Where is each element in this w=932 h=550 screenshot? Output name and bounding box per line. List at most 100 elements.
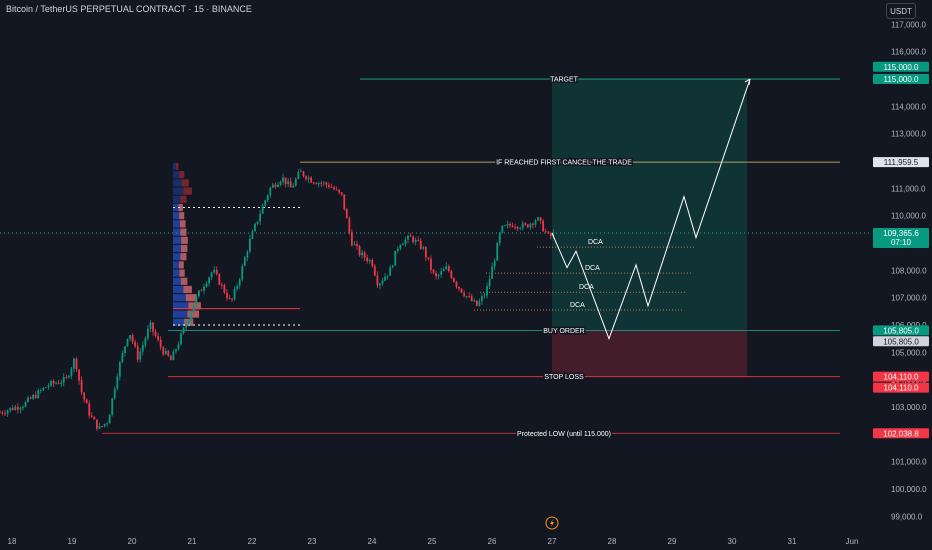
candle-body	[62, 377, 65, 383]
candle-body	[343, 194, 346, 210]
candle-body	[322, 182, 325, 184]
x-tick-label: 19	[68, 537, 77, 546]
stop-loss-2-price-tag	[873, 382, 929, 393]
candle-body	[386, 275, 389, 277]
candle-body	[340, 192, 343, 195]
candle-body	[287, 181, 290, 185]
candle-body	[52, 381, 55, 384]
candle-body	[93, 416, 96, 420]
candle-body	[460, 288, 463, 293]
dca-label: DCA	[579, 284, 594, 291]
candle-body	[124, 346, 126, 354]
volume-profile-bar-up	[173, 269, 180, 277]
y-tick-label: 117,000.0	[891, 20, 927, 29]
profit-zone	[552, 79, 747, 331]
volume-profile-bar-up	[173, 302, 189, 310]
lightning-icon[interactable]	[545, 516, 559, 530]
candle-body	[333, 187, 335, 190]
candle-body	[348, 218, 351, 233]
candle-body	[353, 244, 356, 246]
protected-low-price-tag	[873, 428, 929, 439]
candle-body	[312, 182, 315, 184]
candle-body	[453, 278, 455, 283]
candle-body	[549, 233, 552, 237]
candle-body	[284, 177, 287, 185]
candle-body	[315, 183, 318, 185]
x-tick-label: 31	[788, 537, 797, 546]
volume-profile-bar-up	[173, 228, 181, 236]
loss-zone	[552, 330, 747, 377]
candle-body	[376, 275, 379, 286]
candle-body	[394, 250, 397, 266]
candle-body	[118, 362, 121, 377]
candle-body	[60, 382, 63, 384]
candle-body	[88, 403, 91, 416]
candle-body	[67, 376, 70, 378]
candle-body	[526, 224, 529, 228]
candle-body	[210, 272, 213, 278]
candle-body	[213, 269, 216, 273]
volume-profile-bar-up	[173, 318, 185, 326]
candle-body	[361, 252, 363, 256]
candle-body	[356, 244, 358, 247]
candle-body	[190, 312, 193, 321]
candle-body	[78, 369, 80, 381]
candle-body	[409, 235, 412, 237]
candle-body	[22, 406, 24, 409]
candle-body	[215, 269, 218, 275]
candle-body	[519, 228, 522, 230]
candle-body	[73, 358, 75, 369]
candle-body	[149, 322, 152, 329]
candle-body	[65, 377, 68, 378]
candle-body	[45, 387, 47, 388]
candle-body	[481, 296, 483, 302]
candle-body	[277, 184, 279, 188]
cancel-level-price-text: 111,959.5	[884, 158, 919, 167]
candle-body	[396, 248, 399, 251]
candle-body	[547, 231, 550, 234]
candle-body	[496, 243, 499, 261]
currency-button[interactable]: USDT	[886, 3, 916, 19]
x-tick-label: 28	[608, 537, 617, 546]
stop-loss-price-text: 104,110.0	[884, 373, 920, 382]
volume-profile-bar-down	[179, 171, 185, 179]
lightning-icon-bolt	[550, 519, 554, 527]
candle-body	[294, 178, 297, 186]
candle-body	[172, 351, 175, 361]
volume-profile-bar-down	[187, 310, 200, 318]
target-top-price-text: 115,000.0	[884, 63, 920, 72]
candle-body	[417, 239, 420, 241]
candle-body	[320, 182, 323, 184]
candle-body	[241, 265, 244, 280]
candle-body	[266, 195, 269, 201]
candle-body	[75, 358, 78, 370]
candle-body	[164, 350, 167, 355]
candle-body	[32, 395, 35, 399]
candle-body	[238, 279, 241, 286]
candle-body	[470, 296, 473, 302]
candle-body	[424, 247, 427, 258]
candle-body	[379, 283, 381, 286]
candle-body	[205, 283, 208, 287]
candle-body	[537, 217, 539, 221]
candle-body	[338, 189, 341, 193]
candle-body	[226, 292, 228, 299]
buy-order-price-tag	[873, 325, 929, 336]
y-tick-label: 101,000.0	[891, 458, 927, 467]
candle-body	[249, 238, 251, 252]
volume-profile-bar-down	[180, 277, 188, 285]
candle-body	[134, 341, 137, 347]
candle-body	[111, 398, 114, 415]
dca-label: DCA	[588, 239, 603, 246]
candle-body	[440, 271, 443, 275]
candle-body	[243, 257, 246, 266]
candle-body	[83, 392, 86, 400]
candle-body	[47, 385, 50, 388]
stop-loss-price-tag	[873, 371, 929, 382]
candle-body	[534, 220, 537, 225]
target-price-tag	[873, 74, 929, 85]
y-tick-label: 107,000.0	[891, 294, 927, 303]
candle-body	[4, 413, 6, 415]
candle-body	[514, 226, 516, 228]
